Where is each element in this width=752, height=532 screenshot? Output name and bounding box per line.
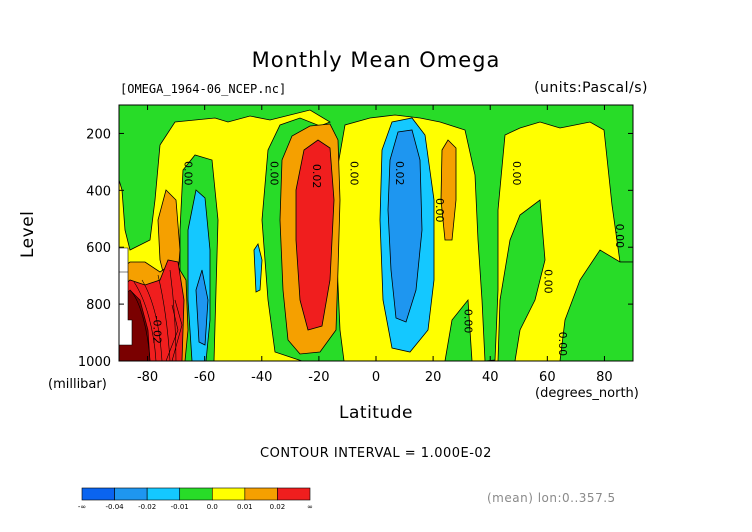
colorbar-label: -0.01 — [171, 503, 189, 511]
contour-band-neg-0.01-to-0 — [497, 199, 546, 361]
contour-band-neg-0.02-to-neg-0.01 — [253, 243, 263, 293]
y-tick-label: 800 — [86, 298, 111, 313]
x-tick-label: -40 — [251, 370, 272, 385]
colorbar-label: 0.02 — [270, 503, 286, 511]
contour-band-neg-0.01-to-0 — [444, 298, 473, 361]
y-axis-units: (millibar) — [48, 377, 107, 392]
units-label: (units:Pascal/s) — [534, 80, 648, 96]
colorbar-swatch — [114, 487, 148, 501]
contour-band-neg-0.01-to-0 — [559, 249, 633, 361]
colorbar-swatch — [211, 487, 246, 501]
contour-label: 0.00 — [462, 309, 475, 334]
contour-label: 0.00 — [182, 161, 195, 186]
colorbar-swatch — [179, 487, 213, 501]
x-axis: -80 -60 -40 -20 0 20 40 60 80 — [137, 105, 613, 385]
contour-label: 0.00 — [556, 332, 569, 357]
contour-label: 0.02 — [393, 161, 406, 186]
y-tick-label: 600 — [86, 241, 111, 256]
y-tick-label: 400 — [86, 184, 111, 199]
contour-label: 0.00 — [433, 198, 446, 223]
contour-label: 0.00 — [347, 161, 360, 186]
y-axis-title: Level — [18, 210, 38, 258]
contour-label: 0.00 — [541, 269, 554, 294]
y-axis: 200 400 600 800 1000 — [78, 127, 633, 370]
x-tick-label: 20 — [425, 370, 442, 385]
colorbar: -∞ -0.04 -0.02 -0.01 0.0 0.01 0.02 ∞ — [78, 487, 313, 511]
colorbar-swatch — [244, 487, 278, 501]
colorbar-label: ∞ — [307, 503, 313, 511]
x-axis-title: Latitude — [339, 403, 413, 423]
contour-band-below-neg-0.02 — [387, 129, 423, 323]
contour-interval-note: CONTOUR INTERVAL = 1.000E-02 — [260, 446, 492, 461]
contour-labels: 0.00 0.00 0.02 0.00 0.02 0.00 0.00 0.00 0.00 0.00… — [150, 161, 626, 356]
contour-label: 0.00 — [613, 224, 626, 249]
contour-label: 0.00 — [510, 161, 523, 186]
x-tick-label: 80 — [596, 370, 613, 385]
y-tick-label: 200 — [86, 127, 111, 142]
x-tick-label: -60 — [194, 370, 215, 385]
contour-band-below-neg-0.02 — [195, 269, 209, 346]
colorbar-label: 0.01 — [237, 503, 253, 511]
chart-title: Monthly Mean Omega — [251, 48, 501, 72]
colorbar-label: -0.04 — [106, 503, 125, 511]
colorbar-label: 0.0 — [207, 503, 218, 511]
contour-label: -0.02 — [150, 315, 163, 343]
file-name-label: [OMEGA_1964-06_NCEP.nc] — [120, 82, 287, 96]
contour-label: 0.02 — [310, 164, 323, 189]
contour-band-above-0.02 — [295, 139, 335, 331]
x-tick-label: 40 — [482, 370, 499, 385]
contour-band-neg-0.01-to-0 — [119, 105, 633, 361]
colorbar-label: -∞ — [78, 503, 86, 511]
contour-label: 0.00 — [267, 161, 280, 186]
x-tick-label: -20 — [308, 370, 329, 385]
contour-field — [119, 105, 633, 361]
colorbar-swatch — [146, 487, 181, 501]
x-tick-label: 60 — [539, 370, 556, 385]
missing-data-region — [119, 247, 133, 346]
colorbar-swatch — [277, 487, 311, 501]
colorbar-swatch — [81, 487, 115, 501]
x-tick-label: -80 — [137, 370, 158, 385]
y-tick-label: 1000 — [78, 355, 111, 370]
contour-band-0.01-to-0.02 — [440, 139, 457, 241]
averaging-footnote: (mean) lon:0..357.5 — [487, 491, 616, 505]
x-axis-units: (degrees_north) — [535, 386, 639, 401]
colorbar-label: -0.02 — [138, 503, 156, 511]
dense-contour-lines — [129, 269, 183, 361]
x-tick-label: 0 — [372, 370, 380, 385]
